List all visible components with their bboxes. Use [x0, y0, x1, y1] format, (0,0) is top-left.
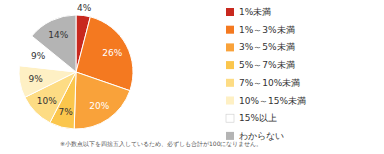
data-label: 26% [102, 48, 122, 58]
slice [32, 15, 76, 72]
legend-item: 1%～3%未満 [226, 25, 295, 35]
legend-swatch [226, 61, 234, 69]
data-label: 20% [89, 101, 109, 111]
legend-item: 3%～5%未満 [226, 42, 295, 52]
data-label: 4% [77, 3, 92, 13]
legend-swatch [226, 97, 234, 105]
legend-label: 1%未満 [239, 7, 271, 17]
pie: 4% 26% 20% 7%10% 9% 9% 14% [19, 3, 133, 129]
legend-swatch [226, 114, 234, 122]
legend-swatch [226, 79, 234, 87]
note: ※小数点以下を四捨五入しているため、必ずしも合計が100になりません。 [60, 140, 262, 148]
legend-label: 7%～10%未満 [239, 78, 300, 88]
slice [74, 72, 130, 129]
legend-item: 1%未満 [226, 7, 271, 17]
data-label: 14% [48, 30, 68, 40]
legend-swatch [226, 132, 234, 140]
legend: 1%未満 1%～3%未満 3%～5%未満 5%～7%未満 7%～10%未満 10%～15%… [226, 7, 306, 141]
chart: 4% 26% 20% 7%10% 9% 9% 14% 1%未満 1%～3%未満 3%～5%未満 5%… [0, 0, 384, 154]
data-label: 7% [59, 107, 74, 117]
legend-item: 5%～7%未満 [226, 60, 295, 70]
data-label: 9% [28, 74, 43, 84]
legend-label: 10%～15%未満 [239, 96, 306, 106]
legend-swatch [226, 26, 234, 34]
legend-label: 3%～5%未満 [239, 42, 295, 52]
legend-item: 10%～15%未満 [226, 96, 306, 106]
legend-label: 5%～7%未満 [239, 60, 295, 70]
data-label: 9% [31, 51, 46, 61]
legend-swatch [226, 43, 234, 51]
legend-label: 1%～3%未満 [239, 25, 295, 35]
legend-swatch [226, 8, 234, 16]
legend-label: 15%以上 [239, 113, 277, 123]
legend-item: 15%以上 [226, 113, 277, 123]
legend-item: 7%～10%未満 [226, 78, 300, 88]
data-label: 10% [37, 96, 57, 106]
